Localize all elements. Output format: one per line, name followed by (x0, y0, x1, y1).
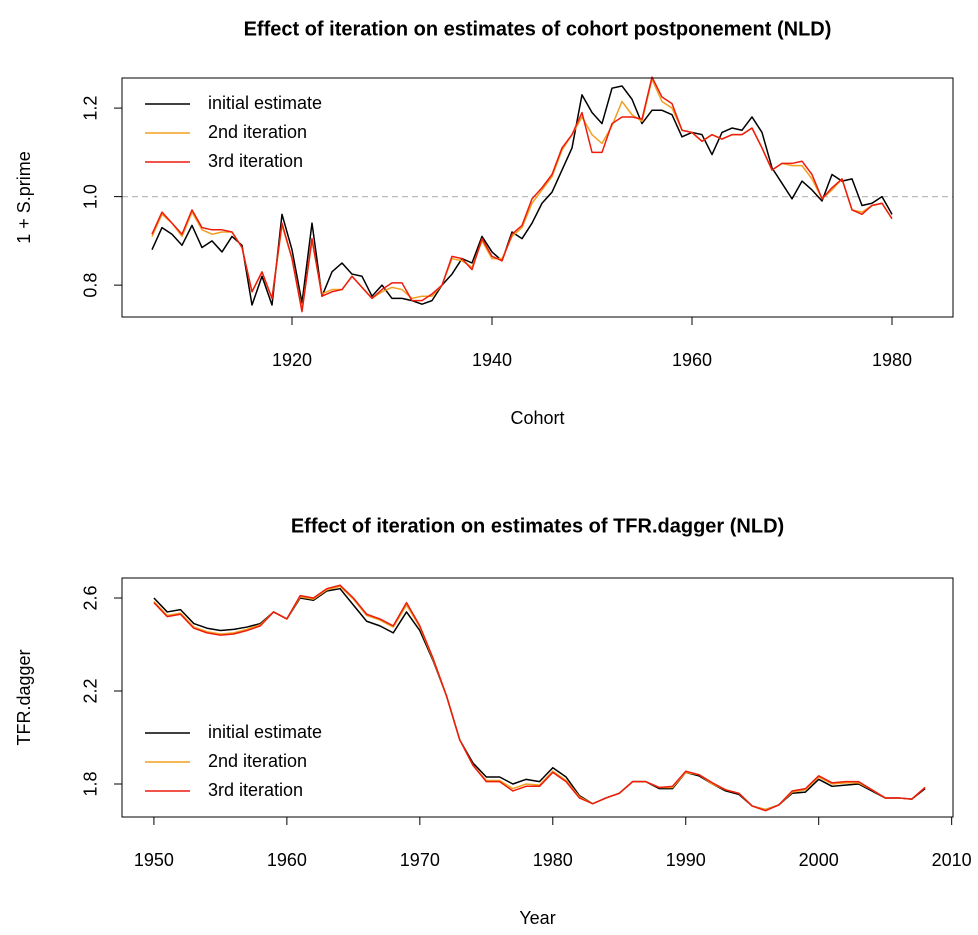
x-tick-label: 1960 (672, 350, 712, 370)
chart-title: Effect of iteration on estimates of TFR.… (291, 515, 784, 537)
x-axis-label: Cohort (510, 408, 564, 428)
series-line (151, 76, 893, 313)
legend-label: initial estimate (208, 722, 322, 742)
x-tick-label: 1980 (533, 850, 573, 870)
series-line (153, 584, 926, 812)
x-tick-label: 1960 (267, 850, 307, 870)
chart-title: Effect of iteration on estimates of coho… (244, 18, 832, 40)
x-tick-label: 1950 (134, 850, 174, 870)
x-tick-label: 1970 (400, 850, 440, 870)
series-line (151, 85, 893, 306)
y-tick-label: 0.8 (81, 273, 101, 298)
plot-box (121, 577, 954, 818)
legend-label: 2nd iteration (208, 122, 307, 142)
legend-label: 3rd iteration (208, 151, 303, 171)
legend-label: initial estimate (208, 93, 322, 113)
x-axis-label: Year (519, 908, 555, 928)
y-axis-label: 1 + S.prime (14, 151, 34, 244)
x-tick-label: 2000 (799, 850, 839, 870)
series-line (153, 587, 926, 811)
x-tick-label: 1980 (872, 350, 912, 370)
x-tick-label: 2010 (932, 850, 972, 870)
y-axis-label: TFR.dagger (14, 649, 34, 745)
y-tick-label: 2.2 (81, 678, 101, 703)
plot-box (121, 77, 954, 318)
x-tick-label: 1990 (666, 850, 706, 870)
y-tick-label: 1.2 (81, 96, 101, 121)
legend-label: 3rd iteration (208, 780, 303, 800)
y-tick-label: 2.6 (81, 585, 101, 610)
x-tick-label: 1920 (272, 350, 312, 370)
y-tick-label: 1.8 (81, 771, 101, 796)
series-line (153, 585, 926, 811)
legend-label: 2nd iteration (208, 751, 307, 771)
y-tick-label: 1.0 (81, 184, 101, 209)
x-tick-label: 1940 (472, 350, 512, 370)
